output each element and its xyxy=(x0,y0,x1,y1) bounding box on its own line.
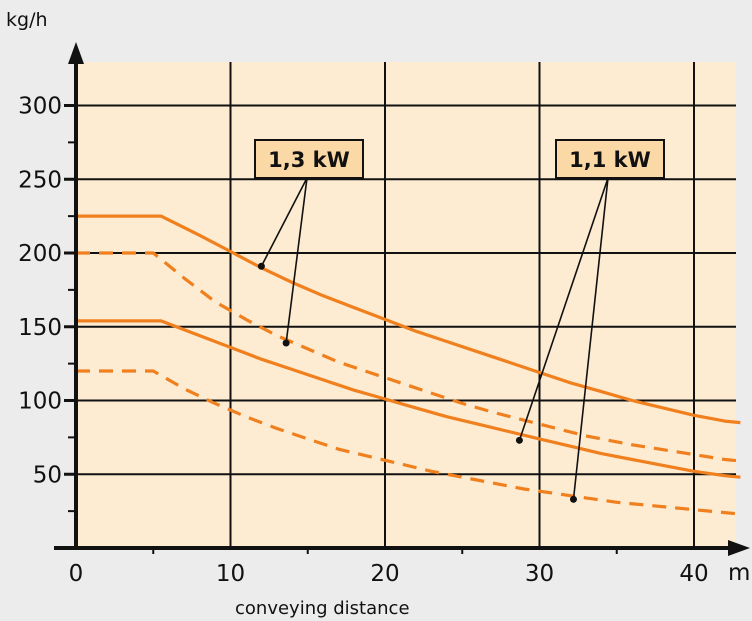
callout-box xyxy=(555,139,665,179)
callout-point xyxy=(282,339,290,347)
callout-box xyxy=(254,139,364,179)
callout-label: 1,1 kW xyxy=(569,148,651,172)
y-axis-arrow-icon xyxy=(68,42,84,64)
x-tick-label: 30 xyxy=(525,561,554,587)
x-axis-unit: m xyxy=(728,560,750,586)
solid-series-line xyxy=(76,214,741,425)
callout-point xyxy=(515,436,523,444)
y-tick-label: 50 xyxy=(33,462,62,488)
x-tick-label: 0 xyxy=(69,561,84,587)
solid-series-line xyxy=(76,319,741,479)
callout-label: 1,3 kW xyxy=(268,148,350,172)
series-group xyxy=(76,214,741,516)
y-tick-label: 150 xyxy=(18,315,62,341)
y-axis-unit: kg/h xyxy=(6,9,48,31)
callout-leader-line xyxy=(260,177,308,267)
x-tick-label: 40 xyxy=(679,561,708,587)
x-tick-label: 10 xyxy=(216,561,245,587)
callout-point xyxy=(569,495,577,503)
callout-leader-line xyxy=(285,177,308,344)
y-tick-label: 250 xyxy=(18,167,62,193)
x-axis-label: conveying distance xyxy=(235,598,410,619)
callout-point xyxy=(257,262,265,270)
callout-leader-line xyxy=(572,177,609,500)
y-tick-label: 100 xyxy=(18,389,62,415)
tick-labels: 50 100 150 200 250 300 0 10 20 30 40 xyxy=(18,94,709,588)
x-tick-label: 20 xyxy=(370,561,399,587)
y-tick-label: 200 xyxy=(18,241,62,267)
x-axis-arrow-icon xyxy=(728,540,750,556)
dashed-series-line xyxy=(76,251,741,463)
callout-leader-line xyxy=(518,177,609,441)
grid xyxy=(76,62,736,548)
axes xyxy=(54,42,750,556)
dashed-series-line xyxy=(76,369,741,516)
annotations: 1,3 kW 1,1 kW xyxy=(254,139,665,503)
y-tick-label: 300 xyxy=(18,94,62,120)
